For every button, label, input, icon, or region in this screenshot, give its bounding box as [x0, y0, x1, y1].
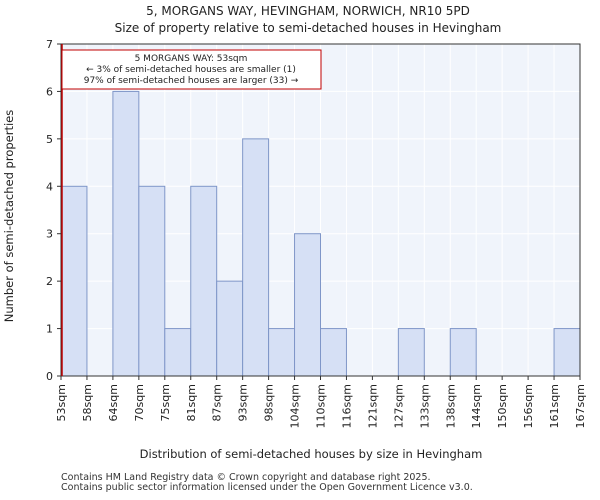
x-tick-label: 58sqm [81, 384, 94, 421]
x-tick-label: 150sqm [496, 384, 509, 428]
x-tick-label: 81sqm [185, 384, 198, 421]
x-tick-label: 64sqm [107, 384, 120, 421]
x-tick-label: 104sqm [289, 384, 302, 428]
y-tick-label: 5 [46, 133, 53, 146]
footer-line1: Contains HM Land Registry data © Crown c… [61, 472, 431, 483]
bar-104sqm [294, 233, 321, 377]
bar-161sqm [553, 328, 581, 377]
x-tick-label: 121sqm [366, 384, 379, 428]
bar-70sqm [138, 185, 166, 377]
annotation-box: 5 MORGANS WAY: 53sqm ← 3% of semi-detach… [61, 49, 322, 90]
x-tick-label: 75sqm [159, 384, 172, 421]
y-tick-label: 3 [46, 228, 53, 241]
annotation-frame [61, 49, 322, 90]
x-tick-label: 133sqm [418, 384, 431, 428]
bar-138sqm [449, 328, 477, 377]
x-tick-label: 116sqm [340, 384, 353, 428]
bar-110sqm [320, 328, 347, 377]
bar-81sqm [190, 185, 218, 377]
annotation-line3: 97% of semi-detached houses are larger (… [84, 76, 299, 86]
annotation-line2: ← 3% of semi-detached houses are smaller… [86, 65, 296, 75]
chart-title-line2: Size of property relative to semi-detach… [115, 21, 502, 35]
x-tick-label: 167sqm [574, 384, 587, 428]
x-tick-label: 127sqm [392, 384, 405, 428]
bar-93sqm [242, 138, 270, 377]
x-tick-label: 144sqm [470, 384, 483, 428]
y-tick-label: 0 [46, 370, 53, 383]
x-tick-label: 87sqm [211, 384, 224, 421]
footer-line2: Contains public sector information licen… [61, 482, 473, 493]
y-tick-label: 4 [46, 180, 53, 193]
x-tick-label: 156sqm [522, 384, 535, 428]
x-tick-label: 70sqm [133, 384, 146, 421]
annotation-line1: 5 MORGANS WAY: 53sqm [135, 54, 248, 64]
y-tick-label: 6 [46, 85, 53, 98]
y-tick-label: 7 [46, 38, 53, 51]
x-tick-label: 161sqm [548, 384, 561, 428]
x-tick-label: 93sqm [237, 384, 250, 421]
y-tick-label: 1 [46, 323, 53, 336]
y-axis-label: Number of semi-detached properties [2, 110, 16, 322]
x-tick-label: 138sqm [444, 384, 457, 428]
bar-87sqm [216, 280, 244, 377]
bar-75sqm [164, 328, 192, 377]
x-tick-label: 98sqm [263, 384, 276, 421]
chart-title-line1: 5, MORGANS WAY, HEVINGHAM, NORWICH, NR10… [146, 4, 470, 18]
bar-98sqm [268, 328, 296, 377]
bar-127sqm [397, 328, 425, 377]
x-tick-label: 53sqm [55, 384, 68, 421]
bar-53sqm [60, 185, 88, 377]
x-axis-label: Distribution of semi-detached houses by … [140, 447, 483, 461]
y-tick-label: 2 [46, 275, 53, 288]
x-tick-label: 110sqm [315, 384, 328, 428]
bar-64sqm [112, 90, 140, 377]
